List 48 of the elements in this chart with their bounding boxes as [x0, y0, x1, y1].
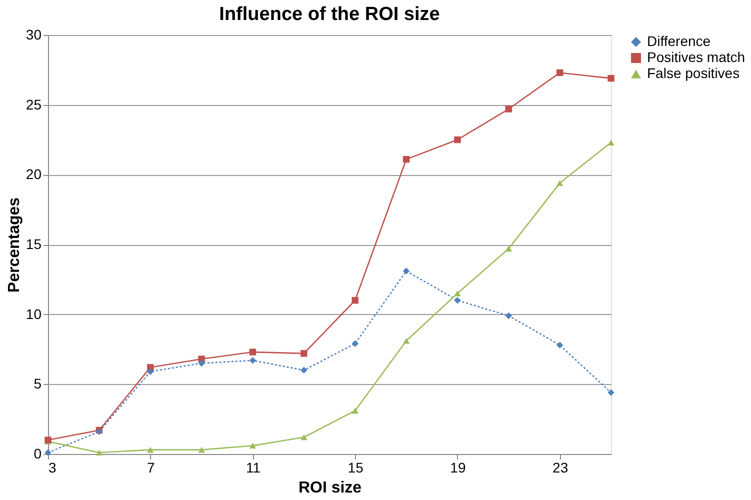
point	[505, 312, 512, 320]
point	[352, 408, 358, 414]
point	[352, 340, 358, 348]
y-tick-label: 15	[26, 236, 42, 252]
point	[147, 446, 154, 453]
legend-label: False positives	[647, 65, 740, 81]
point	[556, 69, 564, 76]
point	[608, 389, 614, 396]
point	[198, 360, 205, 367]
point	[300, 434, 308, 440]
y-axis-title: Percentages	[6, 197, 23, 293]
point	[454, 136, 461, 144]
point	[402, 268, 410, 274]
y-tick-label: 5	[34, 376, 42, 392]
point	[402, 338, 410, 344]
point	[505, 246, 512, 252]
x-tick-label: 7	[146, 460, 155, 476]
y-tick-label: 20	[26, 166, 42, 182]
point	[249, 348, 256, 356]
point	[300, 366, 308, 374]
y-tick-label: 30	[26, 26, 42, 42]
point	[454, 297, 461, 304]
point	[556, 180, 564, 186]
point	[352, 297, 358, 304]
chart-title: Influence of the ROI size	[219, 4, 440, 25]
point	[300, 350, 308, 357]
x-tick-label: 19	[450, 460, 466, 476]
y-tick-label: 0	[34, 446, 42, 462]
point	[608, 74, 614, 82]
x-tick-label: 15	[348, 460, 364, 476]
x-tick-label: 11	[246, 460, 261, 476]
y-tick-label: 10	[26, 306, 42, 322]
point	[505, 106, 512, 112]
point	[402, 156, 410, 163]
legend-label: Difference	[647, 33, 711, 49]
point	[608, 140, 614, 146]
point	[147, 368, 154, 375]
y-tick-label: 25	[26, 96, 42, 112]
point	[249, 442, 256, 449]
legend-label: Positives match	[647, 49, 746, 65]
point	[249, 357, 256, 364]
x-axis-title: ROI size	[298, 480, 362, 496]
point	[454, 290, 461, 296]
point	[556, 342, 564, 348]
x-tick-label: 23	[552, 460, 568, 476]
x-tick-label: 3	[48, 460, 56, 476]
point	[96, 450, 103, 456]
point	[198, 446, 205, 453]
